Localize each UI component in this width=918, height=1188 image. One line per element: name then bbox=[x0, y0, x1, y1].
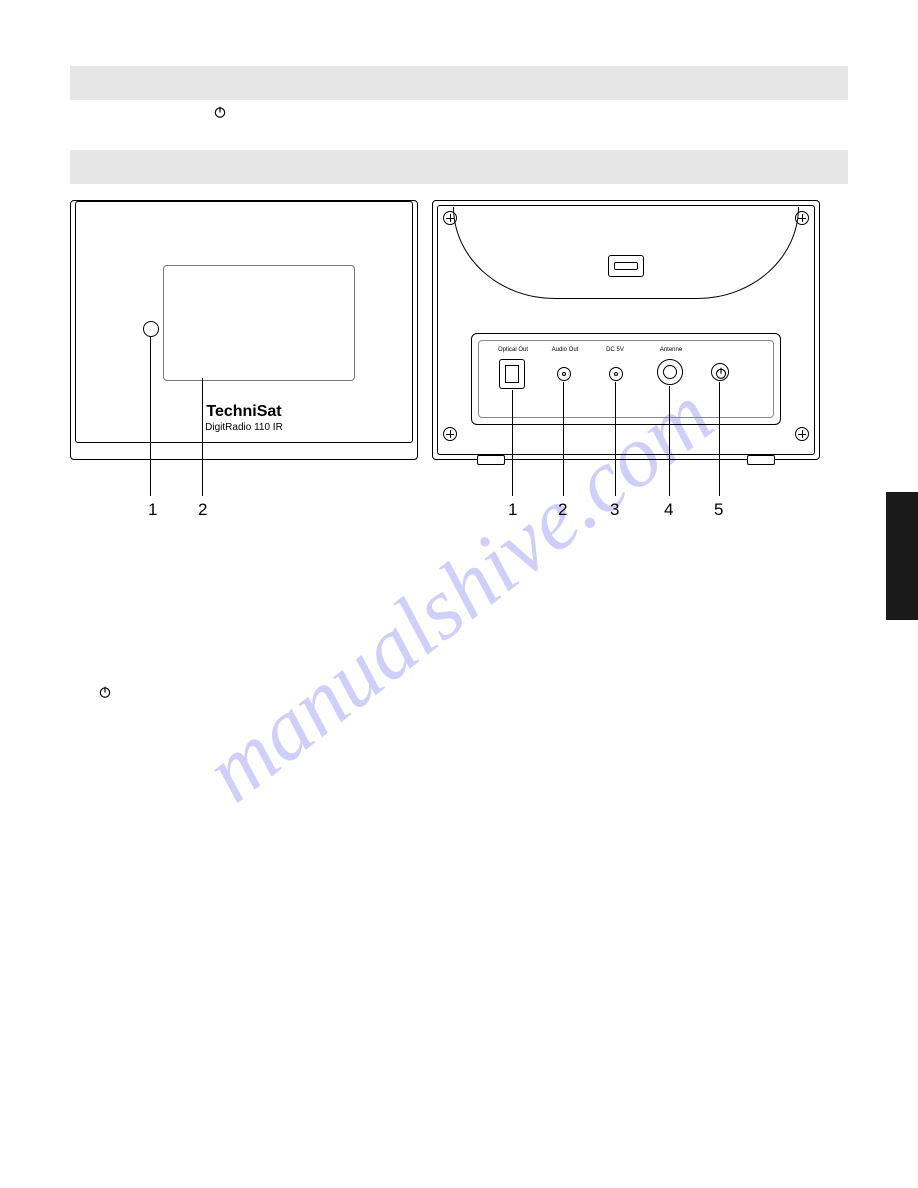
back-callout-line-2 bbox=[563, 382, 564, 496]
legend-num: 4 bbox=[70, 660, 98, 682]
front-callout-line-1 bbox=[150, 336, 151, 496]
front-callout-2: 2 bbox=[198, 500, 207, 520]
back-callout-3: 3 bbox=[610, 500, 619, 520]
legend-num: 2 bbox=[70, 552, 98, 574]
section-back-number: 3.2 bbox=[80, 158, 101, 175]
list-item: 1 Optical Out bbox=[70, 595, 848, 617]
front-intro: On the unit you will find the Standby bu… bbox=[70, 104, 848, 122]
legend-num: 2 bbox=[70, 617, 98, 639]
back-callout-1: 1 bbox=[508, 500, 517, 520]
power-icon bbox=[98, 684, 112, 698]
back-diagram-wrap: Optical Out Audio Out DC 5V Antenne bbox=[432, 200, 820, 460]
legend-num: 1 bbox=[70, 530, 98, 552]
back-callout-line-1 bbox=[512, 390, 513, 496]
legend-num: 3 bbox=[70, 639, 98, 661]
back-callout-line-5 bbox=[719, 382, 720, 496]
brand-block: TechniSat DigitRadio 110 IR bbox=[71, 403, 417, 433]
page-content: 3.1 Front side On the unit you will find… bbox=[70, 60, 848, 1128]
foot-left bbox=[477, 455, 505, 465]
front-callout-line-2 bbox=[202, 378, 203, 496]
back-callout-line-4 bbox=[669, 386, 670, 496]
side-tab bbox=[886, 492, 918, 620]
port-label-optical: Optical Out bbox=[493, 347, 533, 353]
diagrams-row: TechniSat DigitRadio 110 IR 1 2 bbox=[70, 200, 848, 460]
front-intro-before: On the unit you will find bbox=[70, 105, 213, 120]
legend-num: 5 bbox=[70, 682, 98, 704]
legend-label: Audio Out bbox=[98, 617, 158, 639]
list-item: 2 Audio Out bbox=[70, 617, 848, 639]
port-optical-out bbox=[499, 359, 525, 389]
power-icon bbox=[213, 105, 227, 119]
list-item: 1 IR receiver bbox=[70, 530, 848, 552]
list-item: 2 Display bbox=[70, 552, 848, 574]
back-callout-5: 5 bbox=[714, 500, 723, 520]
list-item: 5 Standby bbox=[70, 682, 848, 704]
legend-label: Optical Out bbox=[98, 595, 166, 617]
foot-right bbox=[747, 455, 775, 465]
port-power-button bbox=[711, 363, 729, 381]
front-legend: 1 IR receiver 2 Display bbox=[70, 530, 848, 573]
port-label-antenna: Antenne bbox=[649, 347, 693, 353]
section-back-title: Back side bbox=[123, 158, 193, 175]
back-legend: 1 Optical Out 2 Audio Out 3 DC 5V power … bbox=[70, 595, 848, 703]
legend-label: Antenna connector bbox=[98, 660, 211, 682]
port-label-audio: Audio Out bbox=[545, 347, 585, 353]
section-front-title: Front side bbox=[123, 74, 196, 91]
front-callout-1: 1 bbox=[148, 500, 157, 520]
brand-name: TechniSat bbox=[71, 403, 417, 421]
back-wall-slot bbox=[608, 255, 644, 277]
back-callout-2: 2 bbox=[558, 500, 567, 520]
front-diagram-wrap: TechniSat DigitRadio 110 IR 1 2 bbox=[70, 200, 418, 460]
brand-model: DigitRadio 110 IR bbox=[71, 422, 417, 433]
legend-num: 1 bbox=[70, 595, 98, 617]
back-diagram: Optical Out Audio Out DC 5V Antenne bbox=[432, 200, 820, 460]
front-display bbox=[163, 265, 355, 381]
front-intro-after: the Standby button. bbox=[231, 105, 348, 120]
legend-label-text: Standby bbox=[116, 685, 166, 700]
section-front-number: 3.1 bbox=[80, 74, 101, 91]
list-item: 3 DC 5V power input bbox=[70, 639, 848, 661]
port-label-dc: DC 5V bbox=[595, 347, 635, 353]
section-back-bar: 3.2 Back side bbox=[70, 150, 848, 184]
legend-label: IR receiver bbox=[98, 530, 163, 552]
legend-label: Display bbox=[98, 552, 142, 574]
list-item: 4 Antenna connector bbox=[70, 660, 848, 682]
back-callout-4: 4 bbox=[664, 500, 673, 520]
back-callout-line-3 bbox=[615, 382, 616, 496]
legend-label: Standby bbox=[98, 682, 165, 704]
legend-label: DC 5V power input bbox=[98, 639, 211, 661]
section-front-bar: 3.1 Front side bbox=[70, 66, 848, 100]
front-diagram: TechniSat DigitRadio 110 IR bbox=[70, 200, 418, 460]
back-hanger-outline bbox=[453, 207, 799, 299]
